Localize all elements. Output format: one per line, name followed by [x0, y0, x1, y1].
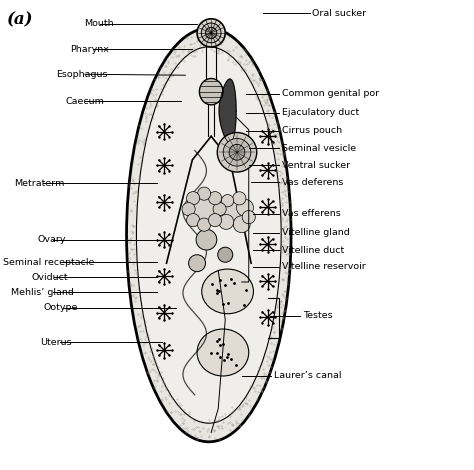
Text: Testes: Testes	[303, 311, 332, 321]
Text: Vas efferens: Vas efferens	[282, 209, 340, 219]
Ellipse shape	[137, 47, 281, 423]
Text: Esophagus: Esophagus	[56, 70, 108, 79]
Circle shape	[213, 203, 226, 216]
Text: Ootype: Ootype	[43, 303, 78, 313]
Circle shape	[189, 255, 206, 272]
Text: Uterus: Uterus	[41, 337, 72, 347]
Text: Seminal receptacle: Seminal receptacle	[3, 258, 94, 267]
Text: Laurer’s canal: Laurer’s canal	[273, 371, 341, 381]
Circle shape	[237, 199, 254, 216]
Circle shape	[187, 213, 200, 227]
Ellipse shape	[127, 28, 291, 442]
Circle shape	[187, 192, 221, 226]
Text: Vas deferens: Vas deferens	[282, 178, 343, 187]
Circle shape	[233, 192, 246, 205]
Circle shape	[233, 216, 250, 233]
Circle shape	[209, 213, 222, 227]
Text: Vitelline reservoir: Vitelline reservoir	[282, 262, 365, 272]
Text: Oral sucker: Oral sucker	[312, 8, 366, 18]
Polygon shape	[219, 79, 236, 143]
Text: Seminal vesicle: Seminal vesicle	[282, 143, 356, 153]
Ellipse shape	[200, 78, 223, 105]
Circle shape	[206, 27, 217, 39]
Text: Ejaculatory duct: Ejaculatory duct	[282, 108, 359, 118]
Text: Metraterm: Metraterm	[14, 179, 64, 188]
Circle shape	[242, 211, 255, 224]
Text: Oviduct: Oviduct	[31, 273, 68, 282]
Circle shape	[182, 203, 195, 216]
Text: Ventral sucker: Ventral sucker	[282, 161, 350, 170]
Circle shape	[221, 195, 234, 207]
Circle shape	[187, 192, 200, 205]
Text: Vitelline duct: Vitelline duct	[282, 245, 344, 255]
Circle shape	[201, 23, 221, 43]
Circle shape	[218, 247, 233, 262]
Text: Ovary: Ovary	[37, 235, 66, 244]
Circle shape	[229, 144, 245, 160]
Circle shape	[198, 187, 210, 200]
Ellipse shape	[197, 329, 249, 376]
Text: Caecum: Caecum	[65, 96, 104, 106]
Circle shape	[223, 201, 246, 224]
Circle shape	[223, 139, 251, 166]
Text: Cirrus pouch: Cirrus pouch	[282, 126, 342, 135]
Circle shape	[209, 192, 222, 205]
Text: Common genital por: Common genital por	[282, 89, 379, 99]
Circle shape	[198, 218, 210, 231]
Circle shape	[196, 229, 217, 250]
Circle shape	[217, 133, 257, 172]
Text: Mehlis’ gland: Mehlis’ gland	[11, 288, 74, 297]
Text: (a): (a)	[7, 12, 33, 29]
Text: Vitelline gland: Vitelline gland	[282, 228, 349, 237]
Text: Mouth: Mouth	[84, 19, 114, 28]
Text: Pharynx: Pharynx	[70, 45, 109, 54]
Circle shape	[219, 214, 234, 229]
Ellipse shape	[202, 269, 254, 314]
Circle shape	[197, 19, 225, 47]
